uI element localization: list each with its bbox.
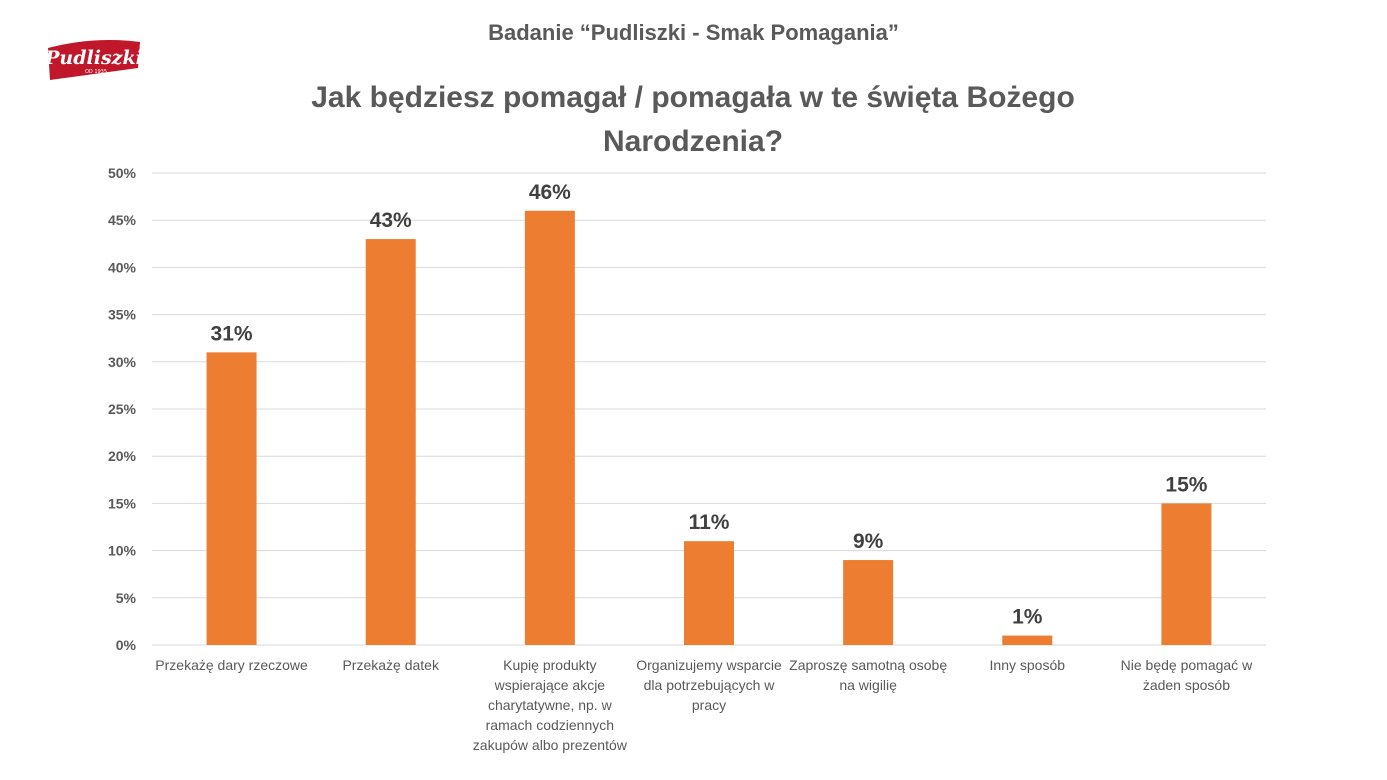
study-title: Badanie “Pudliszki - Smak Pomagania”: [488, 20, 899, 45]
y-tick-label: 25%: [108, 401, 137, 417]
y-tick-label: 40%: [108, 259, 137, 275]
x-category-label: Przekażę dary rzeczowe: [155, 657, 308, 673]
y-tick-label: 45%: [108, 212, 137, 228]
bar: [1161, 503, 1212, 645]
bar-value-label: 1%: [1012, 606, 1043, 629]
bar-value-label: 43%: [370, 209, 412, 232]
bar: [843, 560, 894, 645]
x-category-label: Przekażę datek: [342, 657, 439, 673]
bar-value-label: 11%: [689, 511, 730, 534]
bar: [684, 541, 734, 645]
x-category-label: Zaproszę samotną osobę na wigilię: [789, 657, 948, 693]
pudliszki-logo: Pudliszki OD 1935: [44, 40, 143, 80]
y-tick-label: 50%: [108, 165, 137, 181]
y-tick-label: 5%: [116, 590, 137, 606]
bar: [365, 239, 416, 645]
bar: [206, 352, 257, 645]
bar-value-label: 31%: [211, 322, 253, 345]
x-category-label: Kupię produkty wspierające akcje charyta…: [472, 657, 627, 753]
bar-value-label: 46%: [529, 181, 571, 204]
bar: [524, 210, 575, 645]
y-tick-label: 35%: [108, 307, 137, 323]
y-tick-label: 0%: [116, 637, 137, 653]
logo-wordmark: Pudliszki: [44, 47, 143, 69]
y-tick-label: 10%: [108, 543, 137, 559]
bar-value-label: 15%: [1165, 473, 1207, 496]
chart-title: Jak będziesz pomagał / pomagała w te świ…: [311, 81, 1075, 158]
y-tick-label: 15%: [108, 495, 137, 511]
x-category-label: Organizujemy wsparcie dla potrzebujących…: [636, 657, 782, 713]
logo-subtext: OD 1935: [85, 69, 107, 75]
bar-value-label: 9%: [853, 530, 884, 553]
x-category-label: Inny sposób: [989, 657, 1066, 673]
x-category-label: Nie będę pomagać w żaden sposób: [1120, 657, 1253, 693]
y-tick-label: 30%: [108, 354, 137, 370]
y-tick-label: 20%: [108, 448, 137, 464]
bar: [1002, 635, 1053, 645]
